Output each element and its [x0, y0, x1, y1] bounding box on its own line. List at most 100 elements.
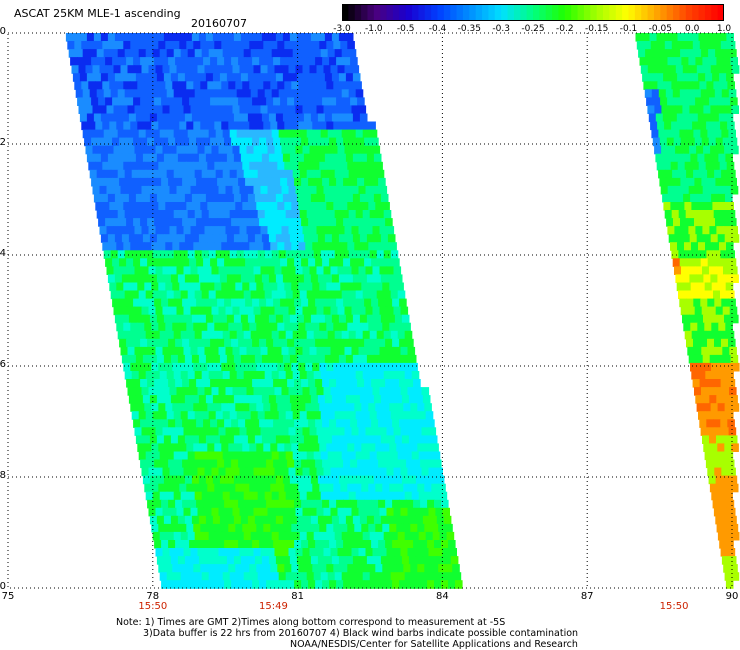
data-cell	[221, 202, 229, 211]
data-cell	[196, 580, 204, 589]
data-cell	[249, 564, 257, 573]
data-cell	[724, 274, 732, 283]
data-cell	[336, 499, 344, 509]
data-cell	[431, 483, 439, 493]
colorbar-segment	[622, 4, 630, 21]
data-cell	[375, 202, 383, 211]
data-cell	[168, 298, 176, 308]
data-cell	[327, 210, 336, 219]
data-cell	[358, 427, 367, 436]
data-cell	[369, 371, 378, 380]
data-cell	[315, 177, 323, 187]
data-cell	[103, 129, 112, 139]
data-cell	[650, 121, 658, 131]
data-cell	[109, 161, 117, 171]
data-cell	[673, 177, 681, 187]
data-cell	[123, 121, 131, 131]
data-cell	[299, 129, 308, 139]
data-cell	[366, 435, 375, 444]
data-cell	[397, 491, 406, 501]
data-cell	[302, 105, 311, 114]
data-cell	[242, 403, 250, 412]
data-cell	[173, 491, 182, 501]
data-cell	[79, 113, 88, 123]
data-cell	[280, 298, 288, 308]
data-cell	[413, 580, 421, 589]
data-cell	[176, 65, 185, 74]
data-cell	[172, 362, 180, 372]
data-cell	[109, 202, 117, 211]
data-cell	[176, 387, 185, 396]
data-cell	[140, 379, 148, 388]
data-cell	[121, 274, 130, 283]
data-cell	[695, 97, 703, 106]
data-cell	[710, 314, 718, 324]
colorbar-segment	[450, 4, 458, 21]
data-cell	[275, 475, 284, 485]
data-cell	[135, 153, 144, 163]
data-cell	[172, 41, 180, 50]
data-cell	[141, 467, 150, 477]
data-cell	[638, 49, 646, 58]
data-cell	[330, 507, 339, 517]
data-cell	[208, 411, 217, 420]
data-cell	[281, 185, 290, 195]
data-cell	[350, 419, 358, 428]
data-cell	[723, 97, 731, 106]
data-cell	[334, 250, 343, 259]
data-cell	[247, 314, 256, 324]
data-cell	[254, 354, 263, 364]
data-cell	[685, 81, 693, 90]
data-cell	[722, 515, 730, 525]
data-cell	[312, 282, 320, 292]
data-cell	[298, 564, 306, 573]
data-cell	[298, 81, 306, 90]
data-cell	[720, 507, 729, 517]
data-cell	[703, 105, 711, 114]
data-cell	[316, 306, 325, 316]
data-cell	[303, 33, 312, 42]
data-cell	[320, 572, 329, 581]
data-cell	[299, 572, 308, 581]
data-cell	[394, 314, 403, 324]
data-cell	[249, 202, 257, 211]
data-cell	[351, 185, 360, 195]
data-cell	[303, 395, 312, 404]
data-cell	[285, 89, 294, 98]
data-cell	[148, 427, 157, 436]
data-cell	[123, 202, 131, 211]
data-cell	[705, 242, 713, 251]
data-cell	[675, 105, 683, 114]
data-cell	[245, 540, 253, 549]
data-cell	[324, 73, 333, 82]
data-cell	[110, 210, 119, 219]
data-cell	[421, 507, 430, 517]
data-cell	[371, 338, 379, 348]
data-cell	[291, 362, 299, 372]
data-cell	[196, 97, 204, 106]
data-cell	[105, 97, 113, 106]
data-cell	[249, 41, 257, 50]
data-cell	[148, 387, 157, 396]
data-cell	[705, 33, 714, 42]
data-cell	[306, 290, 315, 300]
data-cell	[443, 556, 452, 565]
data-cell	[239, 105, 248, 114]
data-cell	[170, 193, 179, 203]
data-cell	[368, 121, 376, 131]
data-cell	[387, 274, 396, 283]
data-cell	[337, 346, 346, 356]
data-cell	[169, 548, 178, 557]
data-cell	[266, 298, 274, 308]
data-cell	[386, 387, 395, 396]
data-cell	[309, 427, 318, 436]
data-cell	[731, 274, 739, 283]
data-cell	[161, 57, 169, 66]
data-cell	[292, 89, 301, 98]
data-cell	[225, 507, 234, 517]
data-cell	[352, 113, 361, 123]
data-cell	[285, 572, 294, 581]
data-cell	[228, 121, 236, 131]
data-cell	[343, 338, 351, 348]
data-cell	[163, 475, 172, 485]
